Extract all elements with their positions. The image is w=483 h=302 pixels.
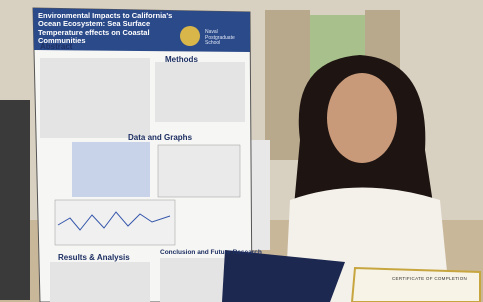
- section-heading: Data and Graphs: [128, 133, 192, 142]
- poster-title: Environmental Impacts to California's Oc…: [38, 12, 188, 45]
- section-heading: Conclusion and Future Research: [160, 249, 262, 256]
- section-heading: Results & Analysis: [58, 253, 130, 262]
- section-heading: Methods: [165, 55, 198, 64]
- face: [327, 73, 397, 163]
- abstract-text: [40, 58, 150, 138]
- graph: [158, 145, 240, 197]
- results-text: [50, 262, 150, 302]
- logo-text: Naval Postgraduate School: [205, 30, 245, 47]
- section-heading: Abstract: [40, 42, 72, 51]
- certificate: [352, 268, 480, 302]
- graph: [72, 142, 150, 197]
- methods-text: [155, 62, 245, 122]
- photo: Environmental Impacts to California's Oc…: [0, 0, 483, 302]
- bystander: [0, 100, 30, 300]
- certificate-title: CERTIFICATE OF COMPLETION: [392, 276, 467, 281]
- graph: [55, 200, 175, 245]
